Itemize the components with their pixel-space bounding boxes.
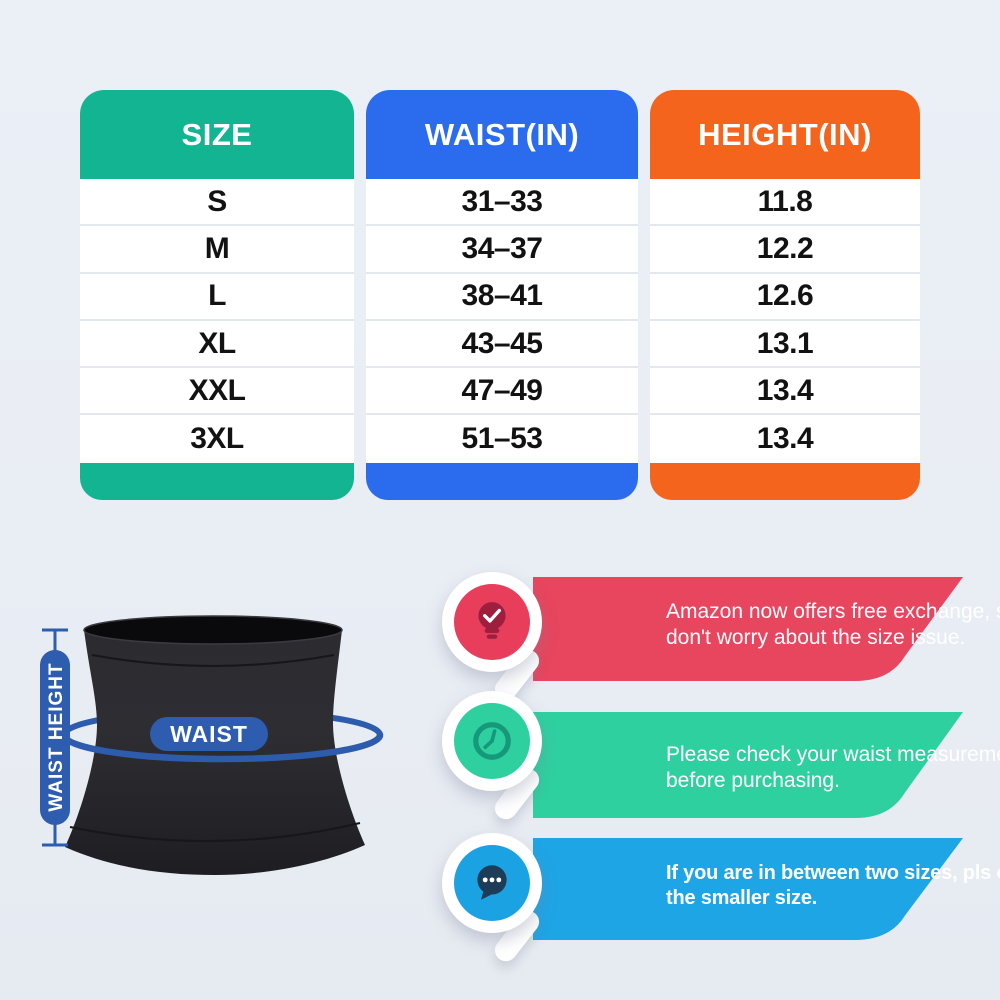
- table-cell: 13.4: [650, 368, 920, 416]
- waist-trainer-illustration: WAIST WAIST HEIGHT: [20, 595, 440, 895]
- waist-column-header: WAIST(IN): [366, 90, 638, 179]
- size-column-footer: [80, 462, 354, 500]
- lightbulb-check-icon: [454, 584, 530, 660]
- callout-banner: Amazon now offers free exchange, so don'…: [533, 577, 1000, 681]
- table-cell: 13.1: [650, 320, 920, 369]
- waist-band-front-arc: [60, 731, 384, 763]
- table-cell: 47–49: [366, 368, 638, 416]
- chat-dots-icon: [454, 845, 530, 921]
- callout-banner: Please check your waist measurement befo…: [533, 712, 1000, 818]
- size-table: SIZE S M L XL XXL 3XL WAIST(IN) 31–33 34…: [80, 90, 920, 500]
- stitch-line-top: [91, 654, 335, 667]
- size-column: SIZE S M L XL XXL 3XL: [80, 90, 354, 500]
- height-column: HEIGHT(IN) 11.8 12.2 12.6 13.1 13.4 13.4: [650, 90, 920, 500]
- waist-height-label: WAIST HEIGHT: [46, 662, 67, 811]
- table-cell: 43–45: [366, 320, 638, 369]
- height-column-header: HEIGHT(IN): [650, 90, 920, 179]
- table-cell: 31–33: [366, 179, 638, 227]
- garment-opening: [83, 615, 343, 645]
- table-cell: 12.6: [650, 273, 920, 321]
- waist-height-pill: [40, 650, 70, 825]
- table-cell: 38–41: [366, 273, 638, 321]
- table-cell: L: [80, 273, 354, 321]
- table-cell: 3XL: [80, 415, 354, 463]
- waist-label-pill: [150, 717, 268, 751]
- table-cell: M: [80, 226, 354, 274]
- waist-trainer-graphic: WAIST WAIST HEIGHT: [40, 615, 384, 875]
- stitch-line-bottom: [69, 822, 361, 843]
- table-cell: 51–53: [366, 415, 638, 463]
- size-column-header: SIZE: [80, 90, 354, 179]
- clock-icon: [454, 703, 530, 779]
- callout-badge: [442, 833, 544, 966]
- callout-badge: [442, 572, 544, 705]
- table-cell: XL: [80, 320, 354, 369]
- table-cell: 11.8: [650, 179, 920, 227]
- waist-label: WAIST: [170, 721, 248, 747]
- waist-column-footer: [366, 462, 638, 500]
- table-cell: 12.2: [650, 226, 920, 274]
- height-column-footer: [650, 462, 920, 500]
- table-cell: S: [80, 179, 354, 227]
- callout-text: Amazon now offers free exchange, so don'…: [666, 600, 1000, 650]
- callout-text: If you are in between two sizes, pls ord…: [666, 862, 1000, 910]
- table-cell: 34–37: [366, 226, 638, 274]
- waist-column: WAIST(IN) 31–33 34–37 38–41 43–45 47–49 …: [366, 90, 638, 500]
- callout-badge: [442, 691, 544, 824]
- table-cell: XXL: [80, 368, 354, 416]
- callout-text: Please check your waist measurement befo…: [666, 743, 1000, 793]
- table-cell: 13.4: [650, 415, 920, 463]
- callout-banner: If you are in between two sizes, pls ord…: [533, 838, 1000, 940]
